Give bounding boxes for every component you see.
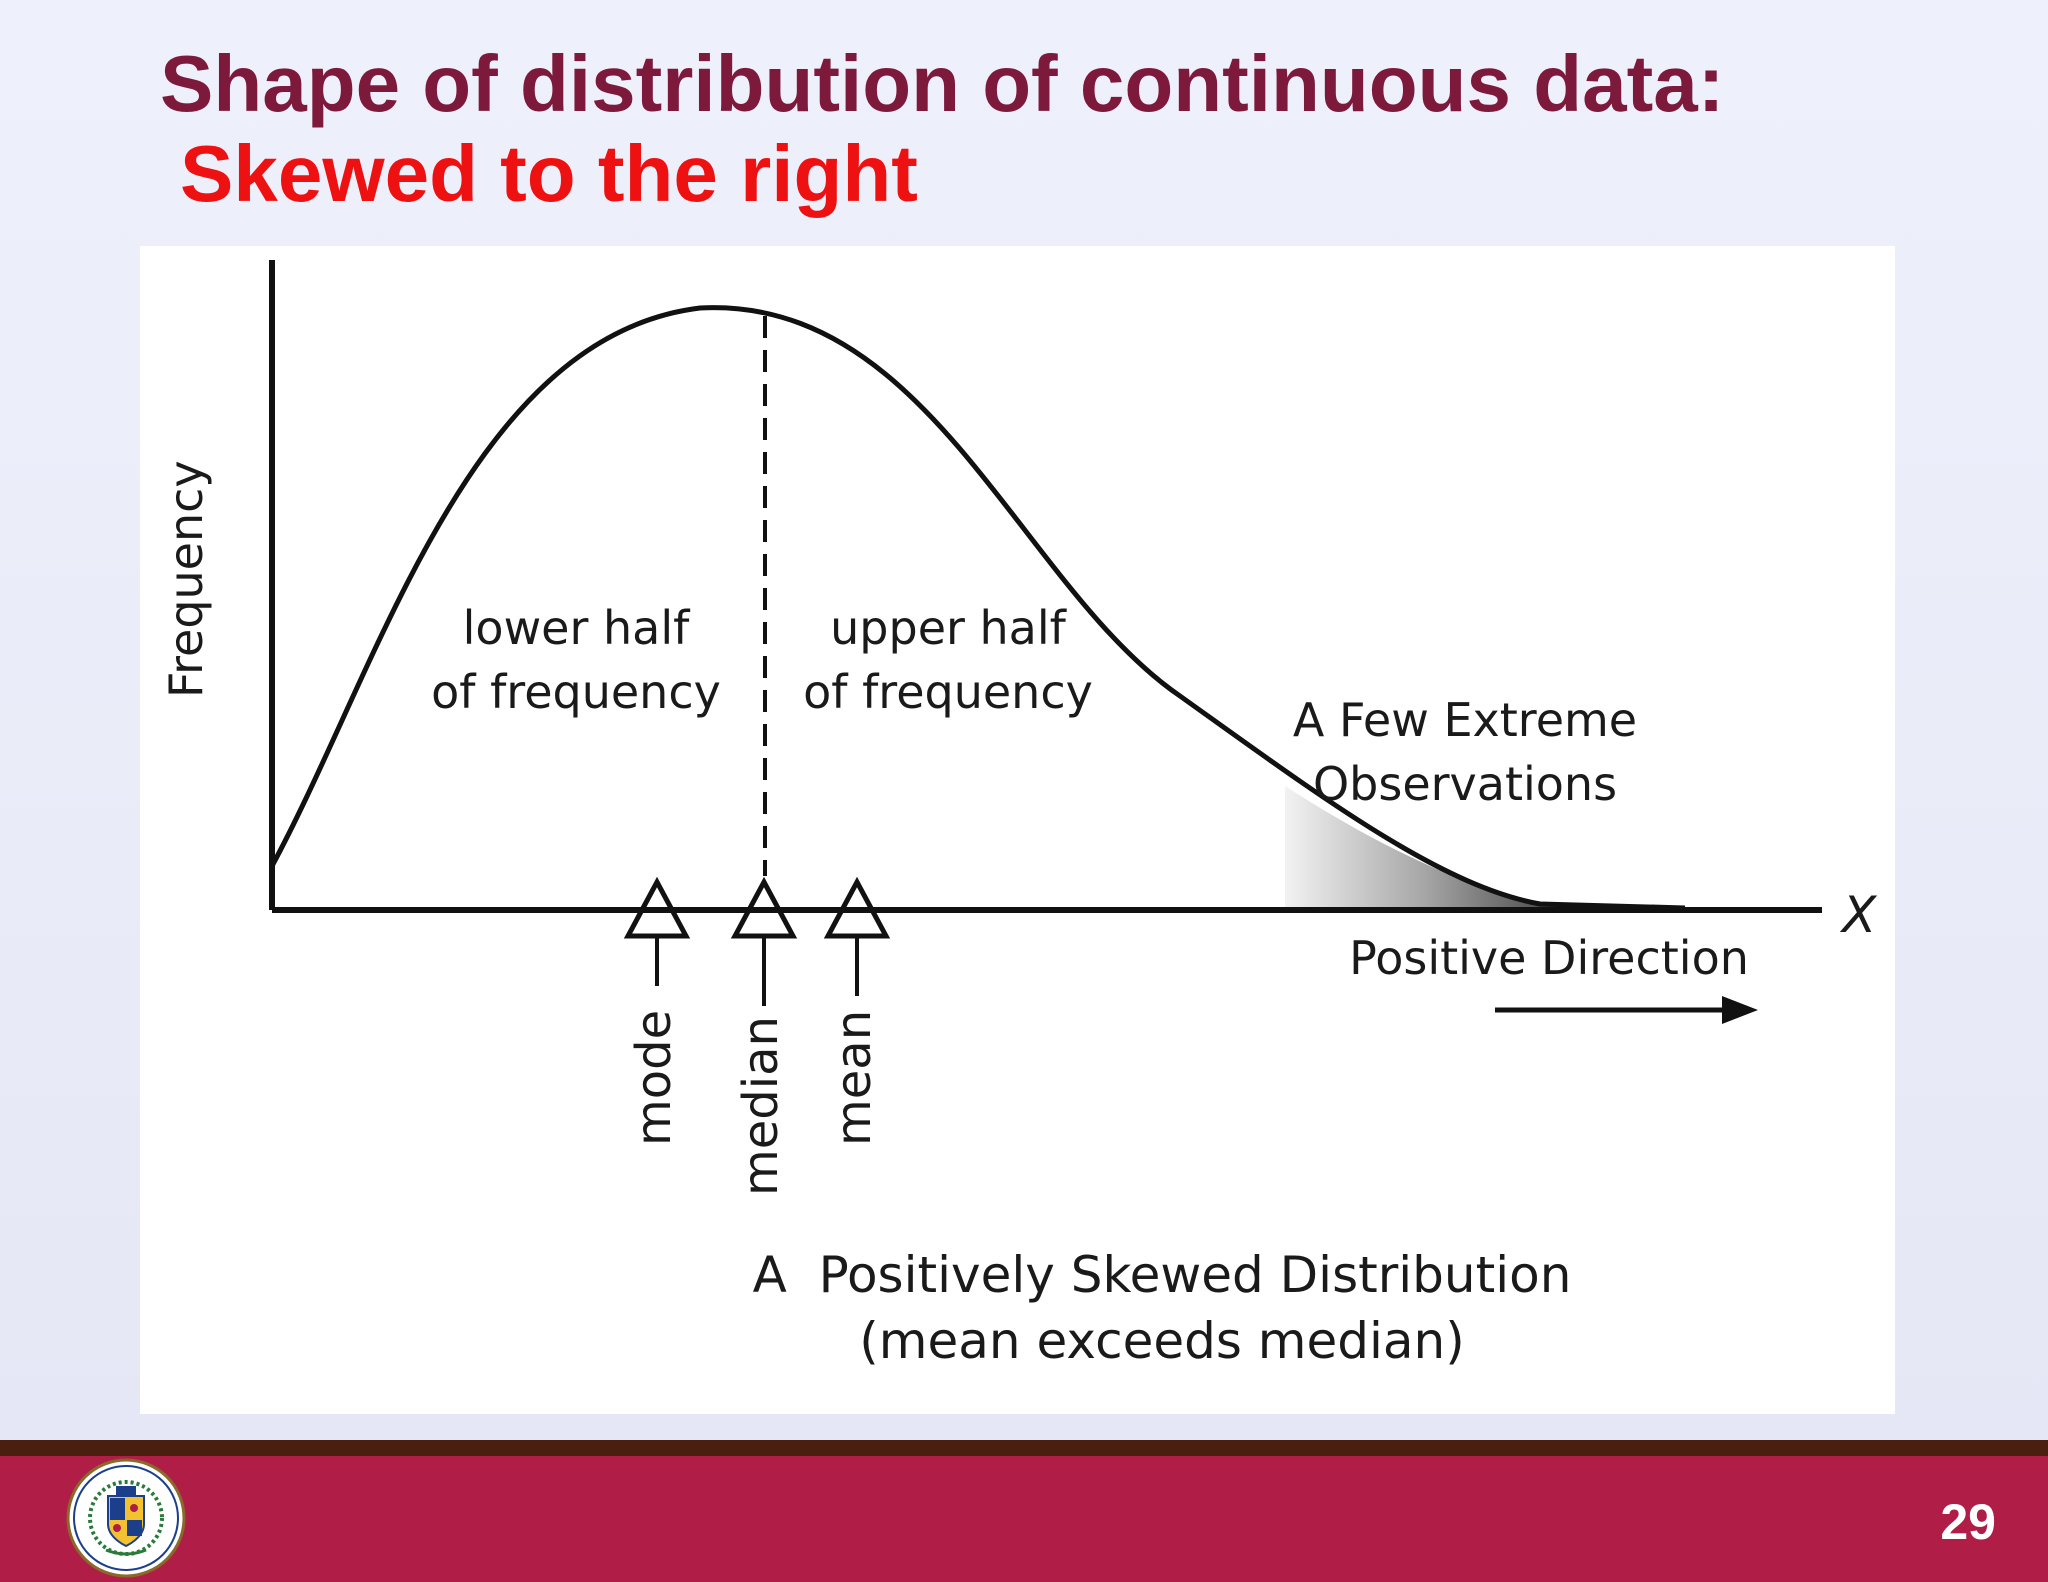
mean-label: mean [826,1010,882,1146]
positive-direction-arrow-head [1722,996,1758,1024]
upper-half-label-line2: of frequency [803,665,1093,719]
x-axis-label: X [1839,886,1878,944]
figure-caption-line2: (mean exceeds median) [859,1312,1464,1370]
slide-footer [0,1456,2048,1582]
y-axis-label: Frequency [159,460,213,698]
slide-subtitle: Skewed to the right [180,129,918,218]
median-label: median [733,1016,789,1196]
extreme-observations-label-line1: A Few Extreme [1293,693,1637,747]
figure-caption-line1: A Positively Skewed Distribution [753,1246,1572,1304]
slide-title: Shape of distribution of continuous data… [160,39,1725,128]
footer-divider [0,1440,2048,1458]
upper-half-label-line1: upper half [830,601,1068,655]
page-number: 29 [1940,1494,1996,1550]
distribution-curve [269,305,1686,911]
lower-half-label-line1: lower half [463,601,692,655]
extreme-observations-label-line2: Observations [1313,757,1617,811]
mode-label: mode [626,1010,682,1146]
positive-direction-label: Positive Direction [1349,931,1749,985]
extreme-observations-shading [1285,786,1685,910]
distribution-diagram: mode median mean Frequency X lower half … [159,260,1878,1370]
lower-half-label-line2: of frequency [431,665,721,719]
skewed-distribution-figure: mode median mean Frequency X lower half … [140,246,1895,1414]
university-seal-logo [66,1458,186,1578]
